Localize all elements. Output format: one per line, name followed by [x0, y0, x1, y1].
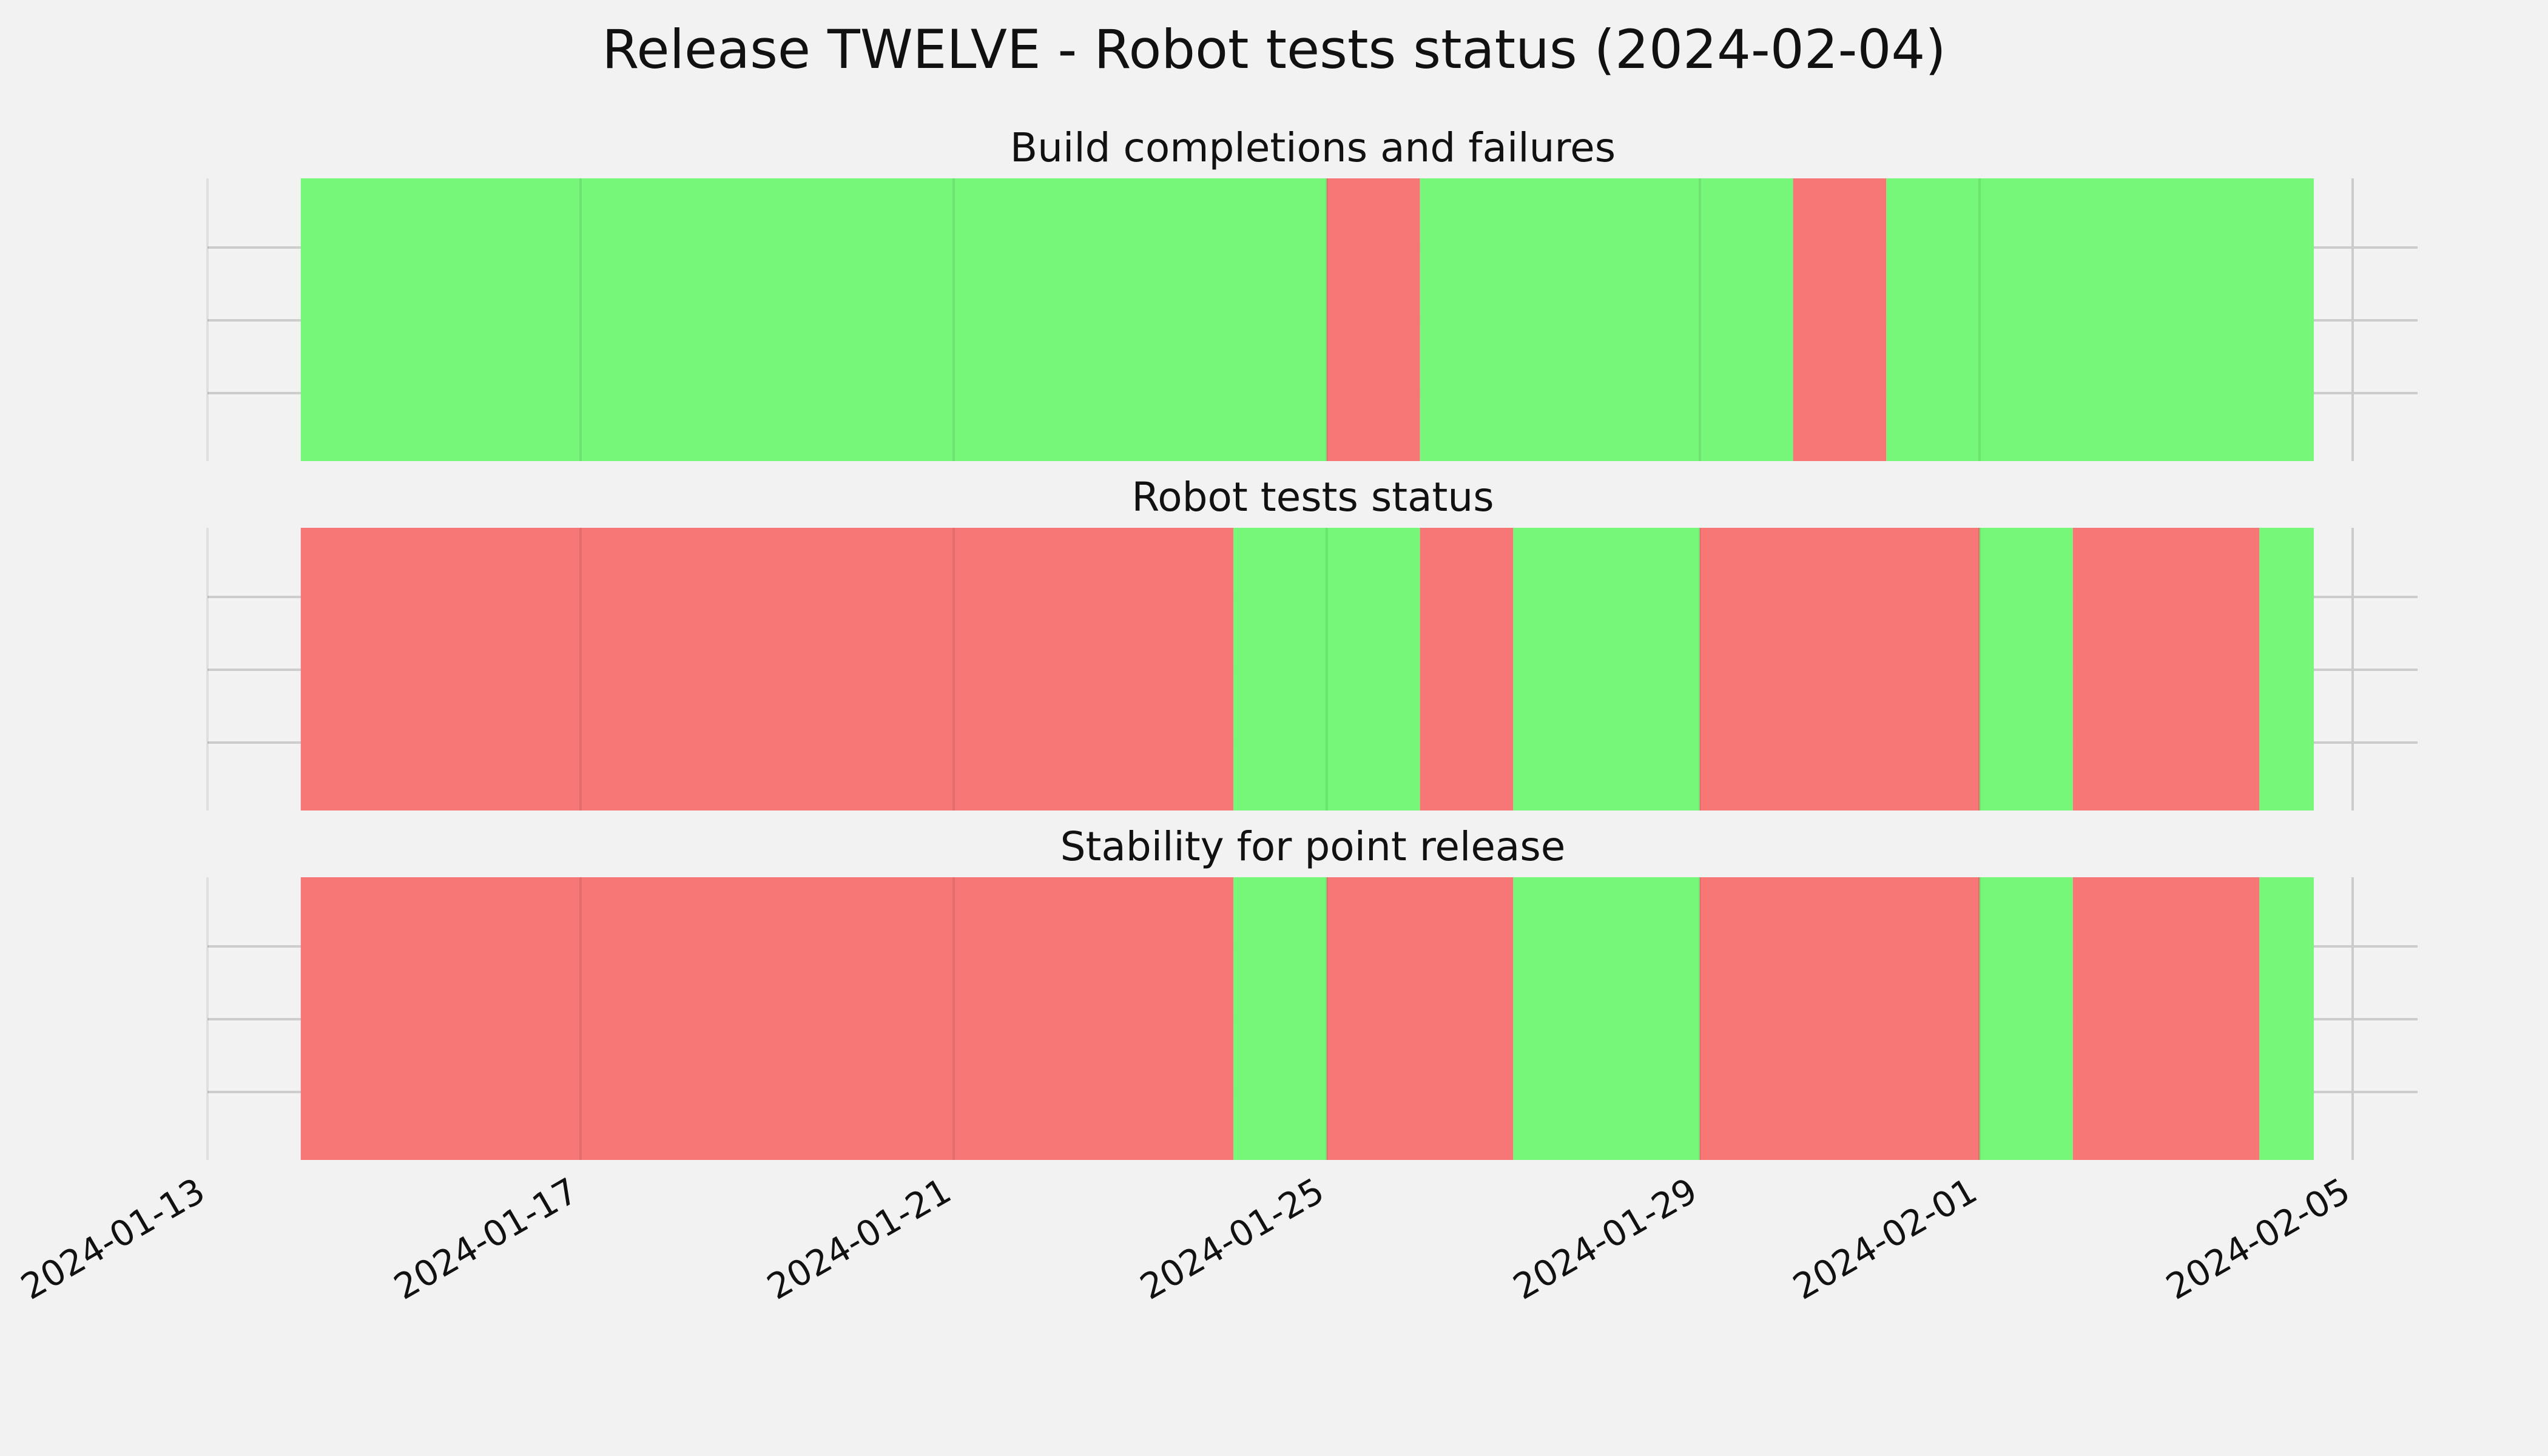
panels-layer: Build completions and failures Robot test… [206, 124, 2418, 1160]
status-segment-pass [1980, 528, 2073, 811]
status-segment-fail [1326, 877, 1514, 1160]
status-segment-pass [1420, 178, 1793, 461]
status-segment-fail [2072, 877, 2260, 1160]
chart-title: Release TWELVE - Robot tests status (202… [602, 18, 1946, 81]
panel-title: Stability for point release [1060, 823, 1566, 870]
x-tick-label: 2024-02-01 [1786, 1170, 1984, 1307]
status-segment-pass [2259, 877, 2314, 1160]
status-segment-pass [1980, 877, 2073, 1160]
x-tick-label: 2024-01-25 [1133, 1170, 1331, 1307]
panel-1: Build completions and failures [206, 124, 2418, 461]
status-segment-pass [1513, 528, 1700, 811]
x-tick-label: 2024-01-21 [760, 1170, 958, 1307]
status-segment-fail [1326, 178, 1420, 461]
status-segment-pass [1513, 877, 1700, 1160]
status-segment-fail [300, 528, 1234, 811]
status-segment-pass [1233, 877, 1327, 1160]
status-segment-fail [1420, 528, 1514, 811]
panel-title: Build completions and failures [1010, 124, 1616, 171]
status-segment-pass [300, 178, 1327, 461]
status-segment-pass [1886, 178, 2314, 461]
status-segment-fail [1699, 528, 1980, 811]
x-tick-label: 2024-01-17 [387, 1170, 585, 1307]
x-tick-label: 2024-01-29 [1506, 1170, 1704, 1307]
x-tick-label: 2024-01-13 [14, 1170, 212, 1307]
status-segment-pass [2259, 528, 2314, 811]
status-segment-pass [1233, 528, 1420, 811]
status-segment-fail [300, 877, 1234, 1160]
status-segment-fail [1699, 877, 1980, 1160]
status-segment-fail [2072, 528, 2260, 811]
panel-2: Robot tests status [206, 474, 2418, 811]
status-segment-fail [1793, 178, 1887, 461]
panel-3: Stability for point release [206, 823, 2418, 1160]
x-tick-label: 2024-02-05 [2159, 1170, 2357, 1307]
panel-title: Robot tests status [1131, 474, 1494, 521]
